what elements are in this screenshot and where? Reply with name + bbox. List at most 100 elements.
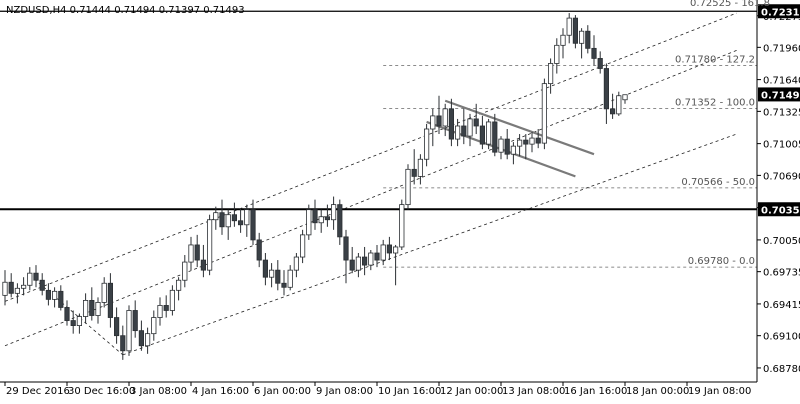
bull-candle-body xyxy=(485,121,492,145)
candle xyxy=(306,204,312,240)
candle xyxy=(107,273,113,328)
candle xyxy=(572,15,579,49)
candle xyxy=(275,260,281,291)
bear-candle-body xyxy=(200,259,206,271)
bear-candle-body xyxy=(324,216,331,221)
candle xyxy=(374,244,380,268)
bull-candle-body xyxy=(622,94,628,101)
current-price-tag: 0.71493 xyxy=(761,90,800,101)
flag-pattern-line xyxy=(444,99,595,156)
bear-candle-body xyxy=(237,220,244,226)
bear-candle-body xyxy=(461,125,467,137)
candle xyxy=(89,287,95,321)
candle xyxy=(262,253,269,286)
candle xyxy=(237,208,244,233)
candle xyxy=(585,25,591,54)
bull-candle-body xyxy=(188,244,194,263)
time-tick-label: 12 Jan 00:00 xyxy=(440,386,503,397)
candle xyxy=(250,199,256,245)
bear-candle-body xyxy=(163,305,169,311)
candle xyxy=(299,229,306,264)
candle xyxy=(52,287,58,308)
bull-candle-body xyxy=(399,204,405,248)
bull-candle-body xyxy=(517,139,523,147)
candle xyxy=(200,244,206,278)
bull-candle-body xyxy=(318,216,324,224)
candle xyxy=(349,246,355,274)
bear-candle-body xyxy=(194,244,200,261)
candle xyxy=(461,108,467,145)
bear-candle-body xyxy=(436,115,442,127)
price-tick-label: 0.68780 xyxy=(763,364,800,375)
candle xyxy=(622,94,628,104)
candle xyxy=(312,199,318,230)
candle xyxy=(144,327,151,354)
candle xyxy=(33,265,39,288)
candle xyxy=(579,28,585,59)
bear-candle-body xyxy=(39,279,45,291)
candle xyxy=(386,236,393,261)
level-price-tag-bg xyxy=(758,4,800,19)
candle xyxy=(219,199,225,235)
candle xyxy=(169,285,175,316)
bear-candle-body xyxy=(219,212,225,228)
candle xyxy=(467,113,473,147)
candle xyxy=(126,305,132,356)
candle xyxy=(2,270,8,306)
time-tick-label: 16 Jan 16:00 xyxy=(564,386,627,397)
bear-candle-body xyxy=(448,108,455,140)
candle xyxy=(318,209,324,233)
bear-candle-body xyxy=(89,299,95,316)
candle xyxy=(405,164,411,210)
bull-candle-body xyxy=(454,125,461,140)
bull-candle-body xyxy=(554,44,560,64)
bull-candle-body xyxy=(306,209,312,236)
bull-candle-body xyxy=(541,83,548,144)
bear-candle-body xyxy=(262,259,269,278)
bull-candle-body xyxy=(510,145,517,155)
current-price-tag-bg xyxy=(758,87,800,102)
fib-level-label: 0.71780 - 127.2 xyxy=(675,54,755,65)
bull-candle-body xyxy=(83,299,89,317)
bear-candle-body xyxy=(492,121,498,153)
candle xyxy=(64,300,70,326)
candle xyxy=(535,129,541,149)
candle xyxy=(504,129,510,160)
bear-candle-body xyxy=(132,310,138,332)
time-tick-label: 6 Jan 00:00 xyxy=(254,386,311,397)
candle xyxy=(610,93,616,119)
bull-candle-body xyxy=(244,209,250,226)
candle xyxy=(163,295,169,318)
bear-candle-body xyxy=(120,335,126,352)
candle xyxy=(256,232,262,268)
bull-candle-body xyxy=(405,168,411,206)
channel-line xyxy=(122,133,737,356)
candle xyxy=(244,204,250,237)
bear-candle-body xyxy=(250,209,256,241)
candle xyxy=(39,273,45,296)
candle xyxy=(368,249,374,271)
candle xyxy=(492,113,498,157)
candle xyxy=(485,118,492,150)
candle xyxy=(548,58,554,94)
candle xyxy=(510,142,517,165)
bear-candle-body xyxy=(479,125,486,145)
bear-candle-body xyxy=(585,30,591,49)
bull-candle-body xyxy=(206,219,213,271)
bull-candle-body xyxy=(151,317,157,335)
bull-candle-body xyxy=(368,252,374,266)
candle xyxy=(132,300,138,338)
candle xyxy=(423,123,430,167)
candle xyxy=(616,91,622,116)
bear-candle-body xyxy=(361,256,368,266)
candle xyxy=(76,313,82,334)
bear-candle-body xyxy=(603,68,610,110)
bull-candle-body xyxy=(529,137,535,145)
bear-candle-body xyxy=(572,17,579,44)
price-tags-layer: 0.72318 0.70354 0.71493 xyxy=(758,4,800,217)
bear-candle-body xyxy=(275,269,281,284)
